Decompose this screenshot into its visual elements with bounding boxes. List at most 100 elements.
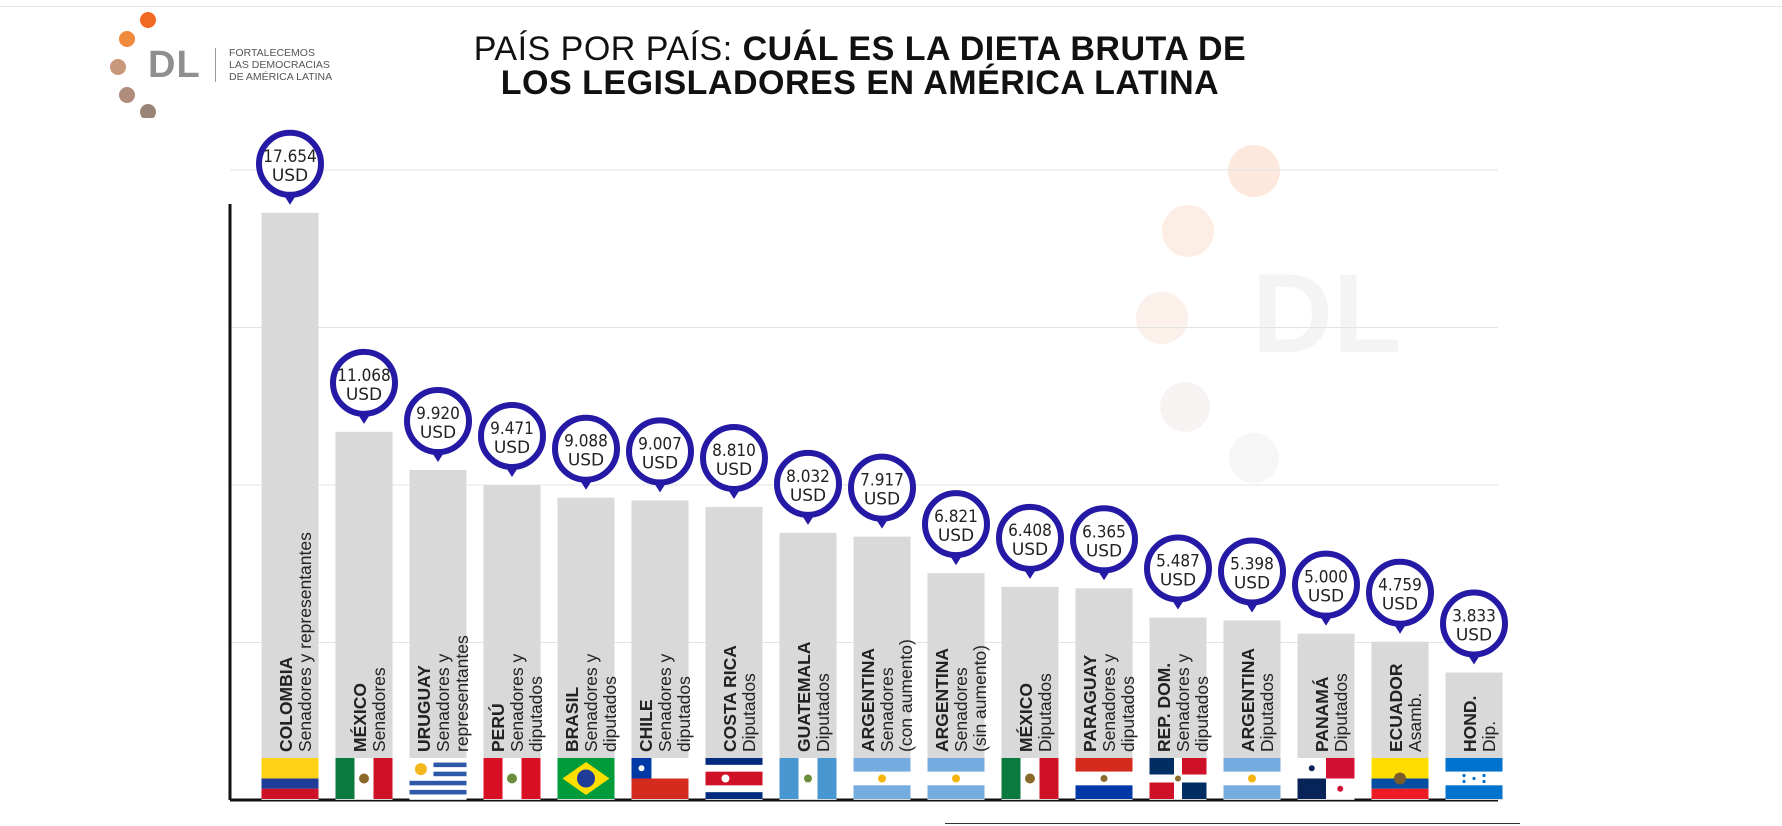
bar-label-chamber: Senadores y	[1099, 653, 1119, 752]
bar-label-chamber: Senadores y	[581, 653, 601, 752]
flag-mexico-icon	[1001, 758, 1059, 799]
bar-label: CHILESenadores ydiputados	[636, 653, 694, 752]
value-label: 9.007	[638, 434, 682, 454]
flag-panama-icon	[1297, 758, 1355, 799]
value-marker-circle	[1144, 534, 1212, 603]
flag-stripe	[1371, 788, 1429, 799]
flag-emblem	[1472, 776, 1476, 781]
value-marker-circle	[626, 417, 694, 486]
bar-label-country: PERÚ	[487, 703, 508, 752]
bar-label-chamber: Diputados	[739, 673, 759, 752]
flag-stripe	[1149, 782, 1174, 799]
bar-label-country: GUATEMALA	[794, 641, 814, 752]
bar-label-country: URUGUAY	[414, 665, 434, 752]
bar	[853, 536, 911, 800]
value-unit: USD	[1234, 573, 1270, 593]
logo-dot	[140, 104, 156, 118]
value-label: 9.920	[416, 404, 460, 424]
flag-emblem	[1482, 773, 1486, 778]
value-label: 6.408	[1008, 521, 1052, 541]
value-unit: USD	[1456, 626, 1492, 646]
value-label: 9.088	[564, 432, 608, 452]
value-marker-circle	[774, 449, 842, 518]
flag-emblem	[804, 774, 812, 783]
flag-emblem	[507, 773, 517, 784]
value-marker-circle	[404, 387, 472, 456]
flag-stripe	[261, 778, 319, 789]
bar-label-country: MÉXICO	[349, 683, 370, 752]
bar-label-chamber: Diputados	[1035, 673, 1055, 752]
logo-dot	[119, 87, 135, 103]
bar-label: COLOMBIASenadores y representantes	[276, 532, 315, 752]
bar-label-country: HOND.	[1460, 696, 1480, 752]
flag-peru-icon	[483, 758, 541, 799]
logo-tagline-line: LAS DEMOCRACIAS	[229, 59, 330, 71]
bar-label-country: BRASIL	[562, 687, 582, 752]
flag-stripe	[779, 758, 799, 799]
value-unit: USD	[1382, 595, 1418, 615]
value-unit: USD	[1086, 541, 1122, 561]
value-marker-circle	[330, 348, 398, 417]
bar-label: ECUADORAsamb.	[1386, 663, 1425, 752]
bar-label-chamber: diputados	[600, 676, 620, 752]
bar-label-chamber: (con aumento)	[896, 639, 916, 752]
flag-stripe	[1223, 758, 1281, 772]
value-marker-circle	[552, 414, 620, 483]
flag-stripe	[817, 758, 837, 799]
bar-label: BRASILSenadores ydiputados	[562, 653, 620, 752]
bar-label-country: COLOMBIA	[276, 656, 296, 752]
bar-label-chamber: Dip.	[1479, 721, 1499, 752]
value-label: 4.759	[1378, 576, 1422, 596]
flag-stripe	[1223, 785, 1281, 799]
flag-stripe	[1326, 758, 1355, 779]
flag-stripe	[409, 762, 467, 768]
flag-stripe	[373, 758, 393, 799]
flag-repdom-icon	[1149, 758, 1207, 799]
value-marker-circle	[700, 423, 768, 492]
value-unit: USD	[568, 451, 604, 471]
bar-label-country: ARGENTINA	[932, 648, 952, 752]
bar	[335, 431, 393, 800]
bar-label: PANAMÁDiputados	[1311, 673, 1351, 752]
bar-label-country: ECUADOR	[1386, 663, 1406, 752]
flag-stripe	[409, 789, 467, 795]
flag-stripe	[1075, 758, 1133, 772]
bar	[779, 532, 837, 800]
flag-chile-icon	[631, 758, 689, 799]
flag-stripe	[261, 788, 319, 799]
logo-dot	[140, 12, 156, 28]
value-unit: USD	[642, 453, 678, 473]
value-unit: USD	[1160, 570, 1196, 590]
flag-emblem	[1175, 775, 1181, 782]
bar	[409, 470, 467, 800]
bar-label-chamber: Senadores	[951, 667, 971, 752]
flag-stripe	[1001, 758, 1021, 799]
bar-group: COLOMBIASenadores y representantes 17.654…	[256, 129, 324, 800]
value-unit: USD	[1308, 587, 1344, 607]
flag-stripe	[705, 771, 763, 786]
bar-label-chamber: diputados	[1118, 676, 1138, 752]
flag-stripe	[631, 778, 689, 799]
logo-letters: DL	[148, 44, 201, 86]
bar-label-country: ARGENTINA	[1238, 648, 1258, 752]
bar-label: PERÚSenadores ydiputados	[487, 653, 546, 752]
value-marker-circle	[848, 453, 916, 522]
bar-label-country: REP. DOM.	[1154, 663, 1174, 752]
flag-emblem	[638, 765, 645, 772]
